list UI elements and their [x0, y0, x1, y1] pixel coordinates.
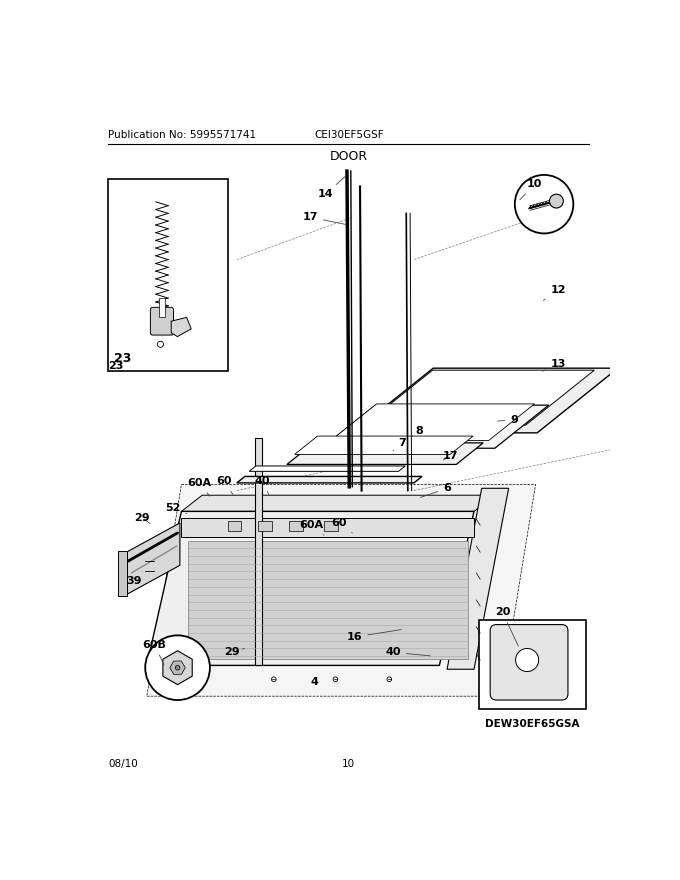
Text: 40: 40 — [386, 648, 430, 657]
Text: 60B: 60B — [143, 640, 167, 665]
Polygon shape — [614, 360, 622, 369]
Bar — [108, 179, 228, 371]
Text: 60A: 60A — [299, 520, 324, 535]
Text: 20: 20 — [495, 607, 518, 646]
Text: Publication No: 5995571741: Publication No: 5995571741 — [108, 130, 256, 140]
Bar — [159, 298, 165, 318]
Text: 4: 4 — [311, 677, 318, 686]
Text: 29: 29 — [224, 648, 245, 657]
Text: 16: 16 — [347, 629, 401, 642]
Polygon shape — [352, 368, 618, 433]
Bar — [479, 620, 585, 708]
Circle shape — [146, 635, 210, 700]
Circle shape — [515, 175, 573, 233]
Polygon shape — [614, 336, 622, 346]
Polygon shape — [171, 318, 191, 336]
Polygon shape — [614, 290, 622, 299]
Polygon shape — [614, 221, 622, 231]
FancyBboxPatch shape — [490, 625, 568, 700]
Text: 12: 12 — [543, 285, 566, 300]
Polygon shape — [254, 438, 262, 665]
Polygon shape — [188, 540, 468, 659]
Polygon shape — [614, 268, 622, 276]
FancyBboxPatch shape — [150, 307, 173, 335]
Polygon shape — [249, 466, 405, 472]
Polygon shape — [614, 406, 622, 415]
Text: 7: 7 — [393, 438, 406, 451]
Text: 52: 52 — [165, 502, 187, 514]
Text: 08/10: 08/10 — [108, 759, 138, 768]
Polygon shape — [287, 443, 483, 465]
Polygon shape — [330, 404, 534, 441]
Bar — [228, 521, 241, 531]
Text: 6: 6 — [420, 483, 451, 497]
Polygon shape — [612, 376, 680, 441]
Polygon shape — [614, 313, 622, 323]
Text: CEI30EF5GSF: CEI30EF5GSF — [315, 130, 384, 140]
Text: 23: 23 — [108, 361, 124, 370]
Polygon shape — [447, 488, 509, 669]
Bar — [258, 521, 272, 531]
Bar — [324, 521, 338, 531]
Circle shape — [271, 677, 276, 681]
Text: 17: 17 — [302, 212, 345, 224]
Text: 14: 14 — [318, 177, 345, 199]
Text: 60A: 60A — [187, 478, 211, 496]
Text: 60: 60 — [216, 476, 233, 495]
Bar — [289, 521, 303, 531]
Circle shape — [387, 677, 392, 681]
Polygon shape — [294, 436, 473, 454]
Circle shape — [549, 194, 563, 208]
Text: 9: 9 — [498, 414, 518, 425]
Circle shape — [157, 341, 163, 348]
Circle shape — [515, 649, 539, 671]
Polygon shape — [147, 484, 536, 696]
Polygon shape — [364, 370, 594, 425]
Polygon shape — [182, 495, 495, 511]
Bar — [118, 552, 126, 596]
Polygon shape — [614, 429, 622, 438]
Polygon shape — [237, 476, 422, 483]
Polygon shape — [614, 244, 622, 253]
Text: 39: 39 — [126, 571, 142, 586]
Polygon shape — [182, 517, 474, 537]
Polygon shape — [147, 511, 474, 665]
Text: 60: 60 — [332, 518, 352, 533]
Polygon shape — [614, 383, 622, 392]
Circle shape — [333, 677, 338, 681]
Text: 40: 40 — [254, 476, 270, 495]
Circle shape — [175, 665, 180, 670]
Polygon shape — [630, 165, 680, 219]
Polygon shape — [322, 405, 549, 448]
Polygon shape — [124, 523, 180, 596]
Text: 8: 8 — [411, 426, 423, 436]
Text: DEW30EF65GSA: DEW30EF65GSA — [486, 719, 580, 730]
Text: 10: 10 — [520, 180, 543, 200]
Text: 29: 29 — [135, 512, 150, 524]
Text: DOOR: DOOR — [329, 150, 368, 164]
Text: 17: 17 — [443, 451, 458, 461]
Text: 13: 13 — [543, 358, 566, 371]
Text: 10: 10 — [342, 759, 355, 768]
Text: 23: 23 — [114, 352, 132, 365]
